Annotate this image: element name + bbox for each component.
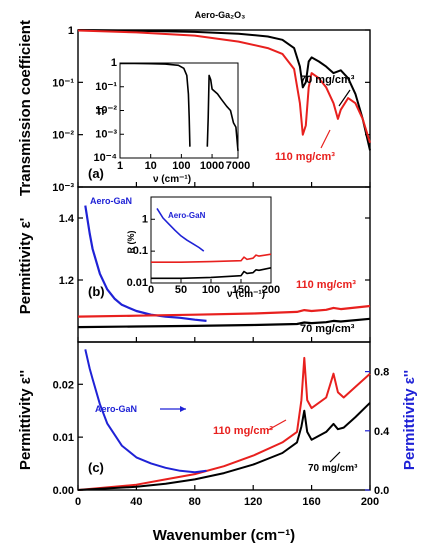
series-line-a-110-mg-cm [77,29,371,144]
inset-b-y-tick-label: 1 [142,213,148,225]
series-line-b-70-mg-cm [77,317,371,329]
y-tick-label-b: 1.4 [59,213,75,225]
x-tick-label-c: 80 [189,496,201,508]
inset-b-y-axis-label: R (%) [126,231,136,254]
annotation-70-b: 70 mg/cm³ [300,323,355,335]
inset-b-ticks: 0 50 100 150 200 0.01 0.1 1 [127,213,281,296]
annotation-aerogan-c: Aero-GaN [95,404,137,414]
panel-b-series [77,205,371,329]
inset-a-series [120,62,239,151]
x-axis-label: Wavenumber (cm⁻¹) [153,527,295,544]
y-tick-label-a: 10⁻¹ [52,77,74,89]
y-tick-label-c-right: 0.8 [374,367,389,379]
x-tick-label-c: 200 [361,496,379,508]
series-line-b-aero-gan [84,205,207,322]
annotation-110-c: 110 mg/cm³ [213,425,273,437]
inset-b-x-tick-label: 150 [232,284,250,296]
y-tick-label-c: 0.02 [53,379,74,391]
series-line-b-110-mg-cm [77,304,371,318]
figure-title: Aero-Ga₂O₃ [195,10,246,20]
x-tick-label-c: 0 [75,496,81,508]
arrow-110-a [320,129,331,149]
inset-a-x-axis-label: ν (cm⁻¹) [153,174,191,185]
arrow-70-c [329,451,341,463]
inset-b-x-tick-label: 50 [175,284,187,296]
inset-a-y-tick-label: 10⁻⁴ [94,152,117,164]
inset-b-y-tick-label: 0.1 [133,245,148,257]
panel-c: 0.000.010.020.00.40.80 40 80 120 160 200 (c) … [17,341,418,544]
y-tick-label-a: 10⁻² [52,130,74,142]
series-line-a-70-mg-cm [77,29,371,151]
x-tick-label-c: 160 [302,496,320,508]
series-line-c-70-mg-cm [77,402,371,491]
panel-c-ticks: 0.00 0.01 0.02 0.0 0.4 0.8 0 40 80 120 160 200 [53,367,391,508]
series-line-c-aero-gan [84,349,207,474]
inset-a-frame [119,62,239,159]
panel-b: 1.2 1.4 (b) Permittivity ε' Aero-GaN 110 … [17,186,371,343]
panel-a-label: (a) [88,166,104,181]
y-tick-label-c-right: 0.4 [374,426,390,438]
panel-b-y-ticks: 1.2 1.4 [59,213,371,342]
x-tick-label-c: 40 [130,496,142,508]
y-tick-label-a: 1 [68,25,74,37]
inset-b-frame [150,196,272,284]
inset-a-y-axis-label: Tr [96,107,106,118]
arrow-110-c [267,419,287,431]
series-line-b-inset-aero-gan [156,207,205,252]
annotation-aerogan-b: Aero-GaN [90,196,132,206]
series-line-c-110-mg-cm [77,356,371,491]
x-tick-label-c: 120 [244,496,262,508]
panel-b-label: (b) [88,284,105,299]
panel-c-right-y-axis-label: Permittivity ε'' [401,370,418,470]
panel-c-frame [77,341,371,491]
annotation-70-a: 70 mg/cm³ [300,74,355,86]
series-line-a-inset-series [120,62,191,147]
inset-a-y-tick-label: 10⁻² [95,105,117,117]
inset-a-x-tick-label: 1000 [200,160,224,172]
annotation-110-a: 110 mg/cm³ [275,151,335,163]
panel-a: 10⁻³ 10⁻² 10⁻¹ 1 (a) Transmission coefficie… [17,20,371,196]
panel-b-inset: 0 50 100 150 200 0.01 0.1 1 Aero-GaN R (%) ν (c… [126,196,281,300]
inset-a-x-tick-label: 7000 [226,160,250,172]
inset-b-series [151,207,272,280]
inset-a-ticks: 1 10 100 1000 7000 10⁻⁴ 10⁻³ 10⁻² 10⁻¹ 1 [94,57,251,172]
panel-c-series [77,349,371,491]
panel-c-y-axis-label: Permittivity ε'' [17,370,34,470]
inset-a-y-tick-label: 10⁻¹ [95,81,117,93]
panel-c-label: (c) [88,460,104,475]
y-tick-label-a: 10⁻³ [52,182,74,194]
inset-a-y-tick-label: 10⁻³ [95,128,117,140]
y-tick-label-c: 0.00 [53,485,74,497]
arrow-70-a [338,89,351,107]
y-tick-label-c: 0.01 [53,432,74,444]
inset-b-x-tick-label: 0 [148,284,154,296]
panel-b-y-axis-label: Permittivity ε' [17,218,34,315]
arrowhead-aerogan-c [180,406,186,412]
y-tick-label-b: 1.2 [59,275,74,287]
panel-a-series [77,29,371,151]
inset-b-x-tick-label: 200 [262,284,280,296]
inset-b-x-axis-label: ν (cm⁻¹) [227,289,265,300]
inset-a-x-tick-label: 100 [172,160,190,172]
y-tick-label-c-right: 0.0 [374,485,389,497]
inset-b-x-tick-label: 100 [202,284,220,296]
inset-b-aerogan-label: Aero-GaN [168,211,206,220]
inset-a-x-tick-label: 1 [117,160,123,172]
series-line-b-inset-110-mg-cm [151,253,272,264]
series-line-b-inset-70-mg-cm [151,267,272,280]
series-line-a-inset-series [206,74,239,151]
inset-a-y-tick-label: 1 [111,57,117,69]
annotation-70-c: 70 mg/cm³ [308,463,358,474]
annotation-110-b: 110 mg/cm³ [296,279,356,291]
panel-a-y-axis-label: Transmission coefficient [17,20,34,196]
panel-a-inset: 1 10 100 1000 7000 10⁻⁴ 10⁻³ 10⁻² 10⁻¹ 1 Tr ν (cm… [94,57,251,185]
inset-b-y-tick-label: 0.01 [127,277,148,289]
inset-a-x-tick-label: 10 [145,160,157,172]
